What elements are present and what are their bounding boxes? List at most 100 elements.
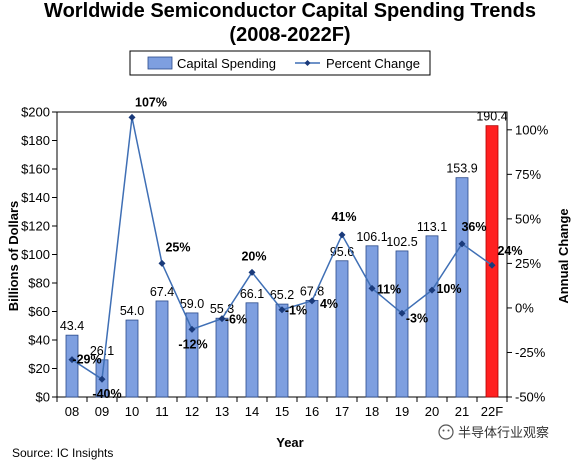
y-tick-label: $200 bbox=[21, 105, 50, 120]
source-note: Source: IC Insights bbox=[12, 446, 113, 460]
bar bbox=[155, 300, 169, 398]
chart-subtitle: (2008-2022F) bbox=[229, 24, 350, 46]
bar-value-label: 26.1 bbox=[90, 344, 114, 358]
percent-line bbox=[68, 113, 496, 383]
x-tick-label: 16 bbox=[305, 404, 319, 419]
y2-tick-label: 25% bbox=[515, 256, 541, 271]
percent-value-label: 4% bbox=[320, 297, 338, 311]
wechat-icon bbox=[438, 424, 454, 440]
watermark-text: 半导体行业观察 bbox=[458, 426, 549, 441]
x-tick-label: 18 bbox=[365, 404, 379, 419]
percent-value-label: -40% bbox=[92, 387, 121, 401]
bar bbox=[215, 317, 229, 398]
percent-value-label: 10% bbox=[436, 282, 461, 296]
y2-tick-label: 50% bbox=[515, 211, 541, 226]
x-tick-label: 21 bbox=[455, 404, 469, 419]
y2-tick-label: 100% bbox=[515, 122, 549, 137]
x-axis-title: Year bbox=[276, 435, 303, 450]
percent-point bbox=[98, 375, 106, 383]
bar-value-label: 153.9 bbox=[446, 162, 477, 176]
y-tick-label: $180 bbox=[21, 133, 50, 148]
percent-point bbox=[488, 261, 496, 269]
bar bbox=[455, 177, 469, 398]
legend-marker-percent-change bbox=[304, 60, 311, 66]
percent-point bbox=[368, 284, 376, 292]
x-tick-label: 13 bbox=[215, 404, 229, 419]
y-tick-label: $120 bbox=[21, 219, 50, 234]
bar-value-label: 67.4 bbox=[150, 285, 174, 299]
bar bbox=[305, 299, 319, 398]
percent-point bbox=[398, 309, 406, 317]
y-axis-title: Billions of Dollars bbox=[6, 201, 21, 312]
y2-axis-title: Annual Change bbox=[556, 208, 571, 303]
y-tick-label: $160 bbox=[21, 162, 50, 177]
percent-value-label: 24% bbox=[497, 244, 522, 258]
x-tick-label: 08 bbox=[65, 404, 79, 419]
x-tick-label: 22F bbox=[481, 404, 503, 419]
x-tick-label: 14 bbox=[245, 404, 259, 419]
y-tick-label: $40 bbox=[28, 333, 50, 348]
y-tick-label: $0 bbox=[36, 390, 50, 405]
bars bbox=[65, 125, 499, 398]
percent-point bbox=[428, 286, 436, 294]
percent-value-label: 36% bbox=[461, 220, 486, 234]
wechat-icon-dot bbox=[447, 429, 450, 432]
legend-label-percent-change: Percent Change bbox=[326, 56, 420, 71]
y-tick-label: $60 bbox=[28, 304, 50, 319]
legend-box bbox=[129, 50, 431, 76]
y2-tick-label: 0% bbox=[515, 300, 534, 315]
percent-value-label: 41% bbox=[331, 210, 356, 224]
percent-value-label: -1% bbox=[285, 304, 307, 318]
bar-value-label: 65.2 bbox=[270, 288, 294, 302]
bar-value-label: 190.4 bbox=[476, 110, 507, 124]
percent-point bbox=[218, 315, 226, 323]
y2-tick-label: -25% bbox=[515, 345, 546, 360]
y2-tick-label: -50% bbox=[515, 390, 546, 405]
bar-value-label: 54.0 bbox=[120, 304, 144, 318]
bar-value-label: 59.0 bbox=[180, 297, 204, 311]
wechat-icon-dot bbox=[442, 429, 445, 432]
bar-value-label: 113.1 bbox=[417, 220, 447, 234]
bar bbox=[425, 235, 439, 398]
bar bbox=[365, 245, 379, 398]
percent-value-label: 11% bbox=[377, 282, 401, 296]
x-tick-label: 20 bbox=[425, 404, 439, 419]
y-tick-label: $100 bbox=[21, 247, 50, 262]
bar bbox=[125, 319, 139, 398]
percent-point bbox=[128, 113, 136, 121]
legend-label-capital-spending: Capital Spending bbox=[177, 56, 276, 71]
percent-value-label: -29% bbox=[72, 353, 101, 367]
percent-value-label: 25% bbox=[165, 240, 190, 254]
bar bbox=[185, 312, 199, 398]
percent-point bbox=[338, 231, 346, 239]
bar bbox=[245, 302, 259, 398]
x-tick-label: 15 bbox=[275, 404, 289, 419]
percent-value-label: -12% bbox=[178, 337, 207, 351]
x-tick-label: 09 bbox=[95, 404, 109, 419]
percent-point bbox=[68, 356, 76, 364]
bar-value-label: 43.4 bbox=[60, 319, 84, 333]
percent-point bbox=[158, 259, 166, 267]
bar-value-label: 66.1 bbox=[240, 287, 264, 301]
percent-point bbox=[188, 325, 196, 333]
percent-value-label: 107% bbox=[135, 95, 167, 109]
bar bbox=[395, 250, 409, 398]
percent-value-label: -6% bbox=[225, 313, 247, 327]
percent-value-label: 20% bbox=[241, 249, 266, 263]
percent-labels: -29% -40% 107% 25% -12% -6% 20% -1% 4% 41% 11% -3% 1… bbox=[72, 95, 522, 401]
legend: Capital Spending Percent Change bbox=[129, 50, 431, 76]
x-tick-label: 10 bbox=[125, 404, 139, 419]
bar-labels: 43.426.154.067.459.0 55.366.1 65.2 67.895.6… bbox=[60, 110, 508, 358]
y-tick-label: $140 bbox=[21, 190, 50, 205]
x-tick-label: 11 bbox=[155, 404, 169, 419]
y2-tick-label: 75% bbox=[515, 167, 541, 182]
axes: $0 $20 $40 $60 $80 $100 $120 $140 $160 $180 $200 -5… bbox=[21, 105, 549, 420]
x-tick-label: 17 bbox=[335, 404, 349, 419]
percent-point bbox=[308, 297, 316, 305]
bar bbox=[335, 260, 349, 398]
bar-value-label: 55.3 bbox=[210, 302, 234, 316]
y-tick-label: $20 bbox=[28, 361, 50, 376]
bar bbox=[275, 303, 289, 398]
x-tick-label: 12 bbox=[185, 404, 199, 419]
percent-point bbox=[278, 306, 286, 314]
